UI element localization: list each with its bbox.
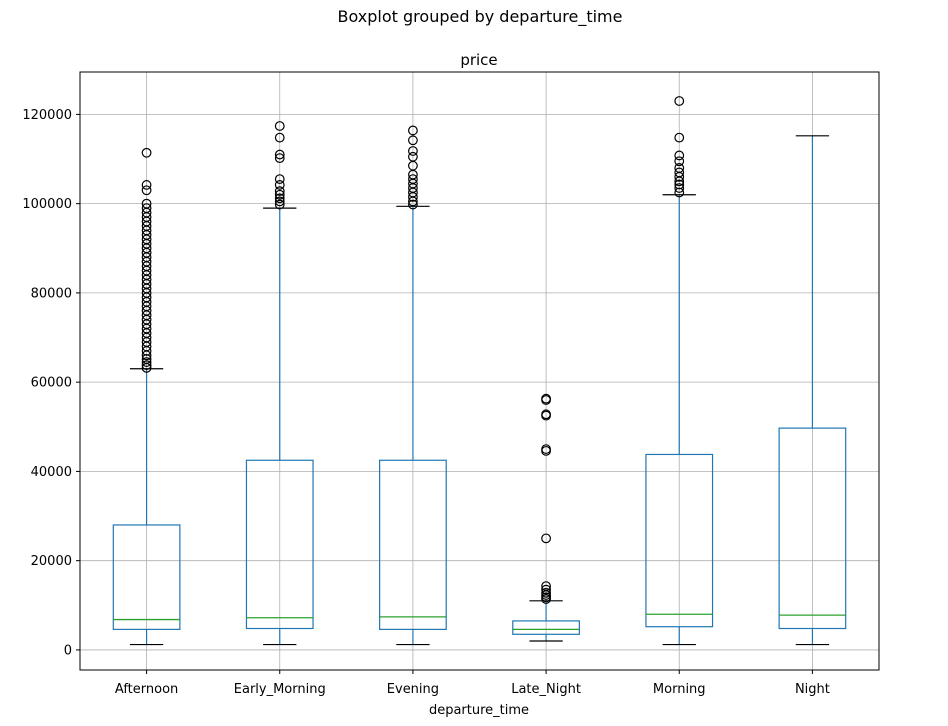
flier-point bbox=[674, 156, 685, 167]
x-tick-label: Afternoon bbox=[115, 682, 178, 697]
x-tick-label: Morning bbox=[653, 682, 706, 697]
iqr-box bbox=[245, 459, 314, 630]
flier-point bbox=[274, 153, 285, 164]
flier-point bbox=[541, 533, 551, 544]
flier-point bbox=[141, 360, 152, 371]
flier-point bbox=[274, 193, 285, 204]
x-tick-label: Night bbox=[795, 682, 830, 697]
flier-point bbox=[674, 179, 685, 190]
x-tick-label: Evening bbox=[387, 682, 439, 697]
flier-point bbox=[408, 135, 418, 146]
flier-point bbox=[274, 149, 285, 160]
flier-point bbox=[141, 185, 152, 196]
flier-point bbox=[141, 180, 152, 190]
flier-point bbox=[674, 132, 685, 143]
flier-point bbox=[674, 163, 685, 173]
y-tick-label: 120000 bbox=[22, 108, 72, 123]
flier-point bbox=[274, 186, 285, 197]
flier-point bbox=[274, 196, 285, 207]
flier-point bbox=[141, 203, 152, 214]
y-tick-label: 40000 bbox=[31, 465, 72, 480]
iqr-box bbox=[379, 459, 447, 630]
y-tick-label: 80000 bbox=[31, 286, 72, 301]
flier-point bbox=[274, 174, 285, 185]
y-tick-label: 20000 bbox=[31, 554, 72, 569]
flier-point bbox=[274, 180, 285, 190]
box-group-evening bbox=[379, 125, 447, 646]
box-group-early-morning bbox=[245, 121, 314, 646]
flier-point bbox=[141, 357, 152, 367]
flier-point bbox=[674, 96, 685, 106]
flier-point bbox=[274, 121, 285, 131]
box-layer bbox=[112, 96, 847, 646]
flier-point bbox=[541, 393, 551, 404]
x-axis-label: departure_time bbox=[429, 703, 529, 718]
flier-point bbox=[408, 199, 418, 210]
box-group-afternoon bbox=[112, 147, 181, 646]
flier-point bbox=[541, 444, 551, 454]
iqr-box bbox=[645, 453, 714, 628]
y-tick-label: 100000 bbox=[22, 197, 72, 212]
flier-point bbox=[674, 167, 685, 178]
flier-point bbox=[674, 183, 685, 193]
box-group-late-night bbox=[512, 393, 580, 642]
flier-point bbox=[274, 199, 285, 210]
iqr-box bbox=[512, 620, 580, 635]
box-group-night bbox=[778, 135, 847, 646]
flier-point bbox=[541, 409, 551, 420]
flier-point bbox=[541, 584, 551, 595]
y-tick-label: 60000 bbox=[31, 376, 72, 391]
chart-suptitle: Boxplot grouped by departure_time bbox=[338, 7, 623, 27]
flier-point bbox=[541, 587, 551, 598]
y-tick-label: 0 bbox=[64, 643, 72, 658]
grid-layer bbox=[80, 72, 879, 670]
plot-frame bbox=[79, 71, 880, 671]
iqr-box bbox=[778, 427, 847, 630]
box-group-morning bbox=[645, 96, 714, 646]
flier-point bbox=[674, 150, 685, 161]
flier-point bbox=[141, 147, 152, 158]
iqr-box bbox=[112, 524, 181, 630]
flier-point bbox=[408, 174, 418, 185]
axes-title: price bbox=[460, 51, 497, 69]
flier-point bbox=[408, 151, 418, 162]
tick-layer: 0 20000 40000 60000 80000 100000 120000 Afterno… bbox=[22, 108, 830, 697]
x-tick-label: Late_Night bbox=[511, 682, 581, 697]
flier-point bbox=[408, 125, 418, 136]
flier-point bbox=[541, 581, 551, 592]
flier-point bbox=[274, 189, 285, 200]
flier-point bbox=[141, 198, 152, 209]
x-tick-label: Early_Morning bbox=[234, 682, 326, 697]
flier-point bbox=[408, 146, 418, 156]
flier-point bbox=[274, 132, 285, 143]
